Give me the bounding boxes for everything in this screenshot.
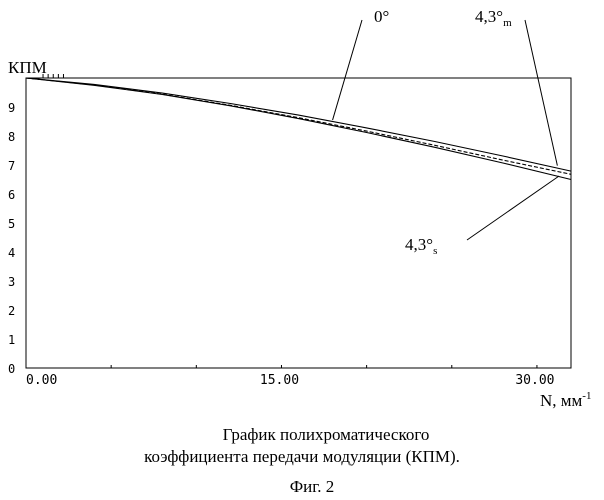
- y-tick-label: 6: [8, 188, 15, 202]
- series-lines: [26, 78, 571, 180]
- ann-s-label: 4,3°s: [405, 235, 437, 257]
- y-tick-label: 8: [8, 130, 15, 144]
- y-tick-label: 1: [8, 333, 15, 347]
- y-tick-label: 7: [8, 159, 15, 173]
- ann-m-label: 4,3°m: [475, 7, 512, 29]
- plot-frame: [26, 78, 571, 368]
- x-tick-label: 30.00: [515, 373, 554, 388]
- y-tick-label: 3: [8, 275, 15, 289]
- x-axis-label-text: N, мм: [540, 391, 583, 410]
- y-tick-label: 4: [8, 246, 15, 260]
- x-axis-label: N, мм-1: [540, 390, 591, 410]
- y-tick-label: 9: [8, 101, 15, 115]
- caption-line-2: коэффициента передачи модуляции (КПМ).: [0, 447, 604, 467]
- ann-s-label-sub: s: [433, 245, 437, 257]
- ann-0-leader: [333, 20, 362, 120]
- ann-0-label: 0°: [374, 7, 389, 26]
- ann-m-leader: [525, 20, 557, 166]
- series-line-3: [26, 78, 571, 180]
- y-tick-label: 5: [8, 217, 15, 231]
- x-tick-label: 15.00: [260, 373, 299, 388]
- y-axis-label: КПМ: [8, 58, 47, 77]
- y-tick-label: 2: [8, 304, 15, 318]
- y-tick-label: 0: [8, 362, 15, 376]
- ann-s-label-text: 4,3°: [405, 235, 433, 254]
- y-tick-labels: 0 1 2 3 4 5 6 7 8 9: [8, 101, 15, 376]
- caption-line-1: График полихроматического: [24, 425, 604, 445]
- ann-0-label-text: 0°: [374, 7, 389, 26]
- x-tick-labels: 0.00 15.00 30.00: [26, 373, 555, 388]
- x-axis-label-sup: -1: [582, 390, 591, 402]
- figure-label: Фиг. 2: [10, 477, 604, 497]
- x-tick-label: 0.00: [26, 373, 57, 388]
- ann-m-label-sub: m: [503, 17, 512, 29]
- ann-s-leader: [467, 176, 559, 240]
- tick-marks: [26, 74, 537, 368]
- ann-m-label-text: 4,3°: [475, 7, 503, 26]
